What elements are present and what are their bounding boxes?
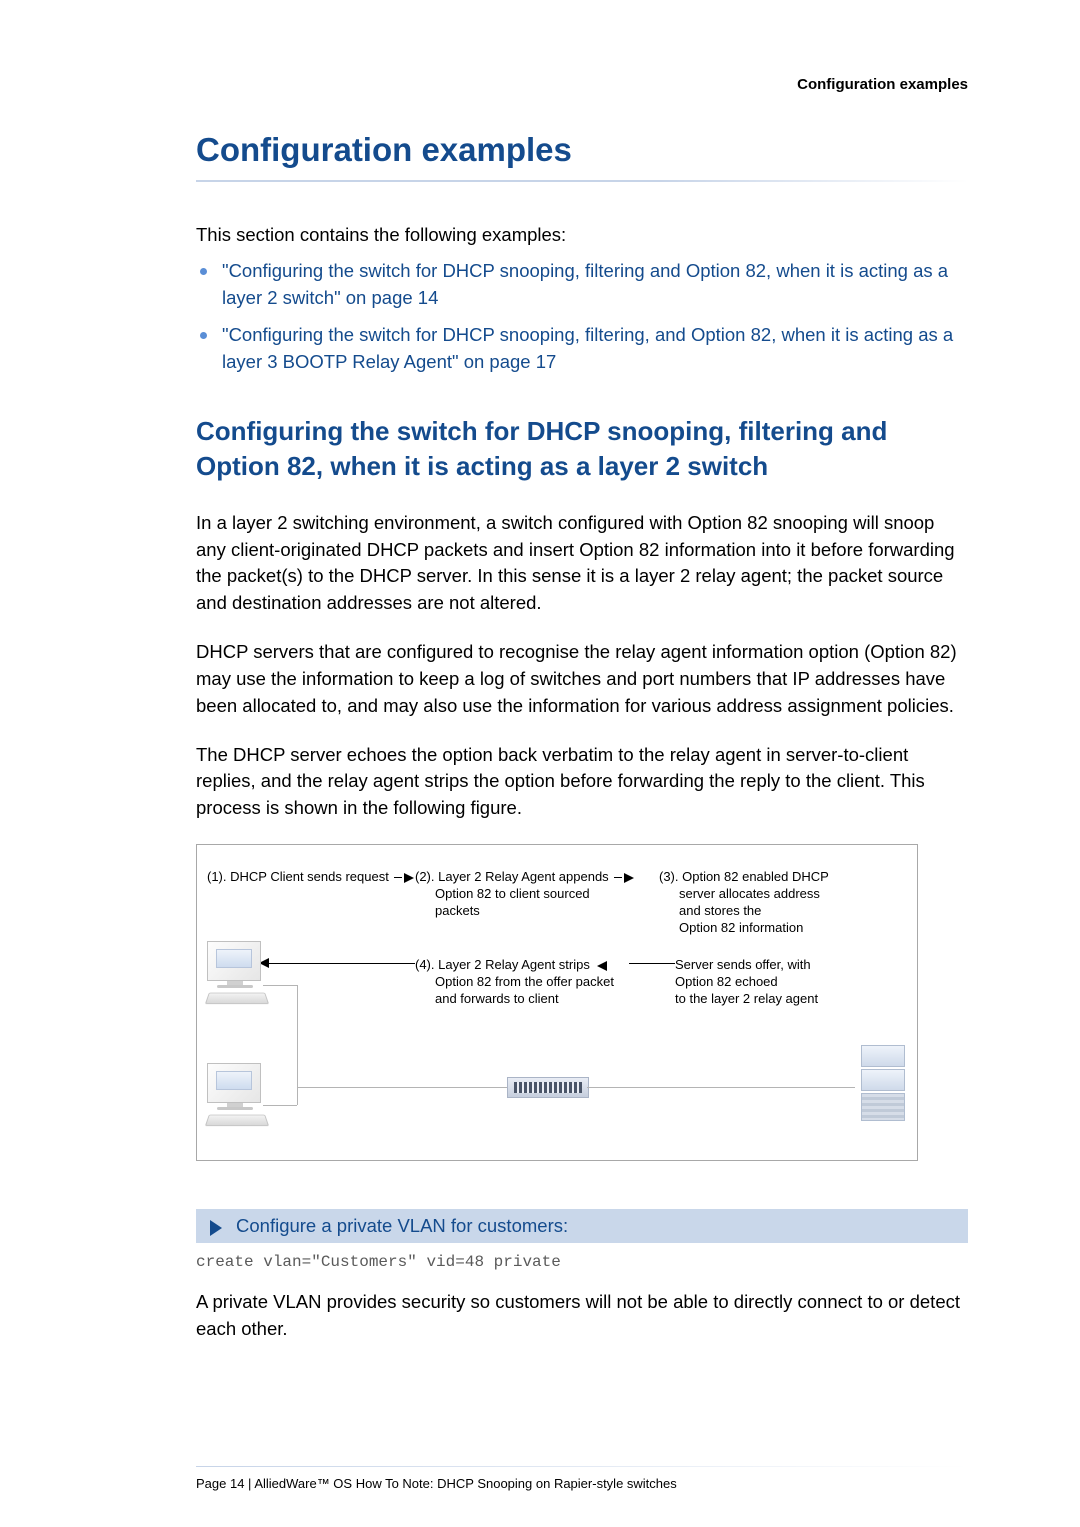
step-heading-text: Configure a private VLAN for customers: — [236, 1215, 568, 1236]
client-computer-icon-bottom — [207, 1063, 263, 1127]
body-paragraph-2: DHCP servers that are configured to reco… — [196, 639, 968, 719]
running-header: Configuration examples — [797, 76, 968, 93]
diagram-step-3: (3). Option 82 enabled DHCP server alloc… — [659, 869, 909, 937]
footer-rule — [196, 1466, 968, 1467]
dhcp-server-icon — [861, 1045, 903, 1121]
diagram-step-1: (1). DHCP Client sends request — [207, 869, 414, 886]
diagram-step-4-line2: Option 82 from the offer packet — [415, 974, 655, 991]
diagram-step-4: (4). Layer 2 Relay Agent strips Option 8… — [415, 957, 655, 1008]
toc-link-2[interactable]: "Configuring the switch for DHCP snoopin… — [196, 322, 968, 376]
diagram-step-5: Server sends offer, with Option 82 echoe… — [675, 957, 905, 1008]
page-footer: Page 14 | AlliedWare™ OS How To Note: DH… — [196, 1476, 677, 1491]
diagram-step-1-text: (1). DHCP Client sends request — [207, 869, 389, 884]
diagram-step-2-line3: packets — [415, 903, 645, 920]
layer2-switch-icon — [507, 1077, 589, 1098]
dhcp-option82-diagram: (1). DHCP Client sends request (2). Laye… — [196, 844, 918, 1161]
arrow-right-icon — [624, 873, 634, 883]
intro-paragraph: This section contains the following exam… — [196, 222, 968, 249]
diagram-step-3-line2: server allocates address — [659, 886, 909, 903]
diagram-step-2: (2). Layer 2 Relay Agent appends Option … — [415, 869, 645, 920]
toc-link-1[interactable]: "Configuring the switch for DHCP snoopin… — [196, 258, 968, 312]
diagram-step-3-line1: (3). Option 82 enabled DHCP — [659, 869, 909, 886]
section-heading: Configuring the switch for DHCP snooping… — [196, 414, 968, 484]
client-computer-icon-top — [207, 941, 263, 1005]
page-title: Configuration examples — [196, 130, 968, 178]
diagram-step-2-line2: Option 82 to client sourced — [415, 886, 645, 903]
diagram-step-2-line1: (2). Layer 2 Relay Agent appends — [415, 869, 609, 884]
diagram-step-5-line1: Server sends offer, with — [675, 957, 905, 974]
code-block: create vlan="Customers" vid=48 private — [196, 1253, 968, 1271]
diagram-step-5-line3: to the layer 2 relay agent — [675, 991, 905, 1008]
body-paragraph-1: In a layer 2 switching environment, a sw… — [196, 510, 968, 617]
post-code-paragraph: A private VLAN provides security so cust… — [196, 1289, 968, 1343]
toc-bullet-list: "Configuring the switch for DHCP snoopin… — [196, 258, 968, 375]
body-paragraph-3: The DHCP server echoes the option back v… — [196, 742, 968, 822]
page: Configuration examples Configuration exa… — [0, 0, 1080, 1527]
heading-rule — [196, 180, 968, 182]
diagram-step-5-line2: Option 82 echoed — [675, 974, 905, 991]
diagram-step-4-line3: and forwards to client — [415, 991, 655, 1008]
arrow-right-icon — [404, 873, 414, 883]
diagram-step-3-line4: Option 82 information — [659, 920, 909, 937]
diagram-step-3-line3: and stores the — [659, 903, 909, 920]
step-heading: Configure a private VLAN for customers: — [196, 1209, 968, 1243]
arrow-left-icon — [597, 961, 607, 971]
diagram-step-4-line1: (4). Layer 2 Relay Agent strips — [415, 957, 590, 972]
